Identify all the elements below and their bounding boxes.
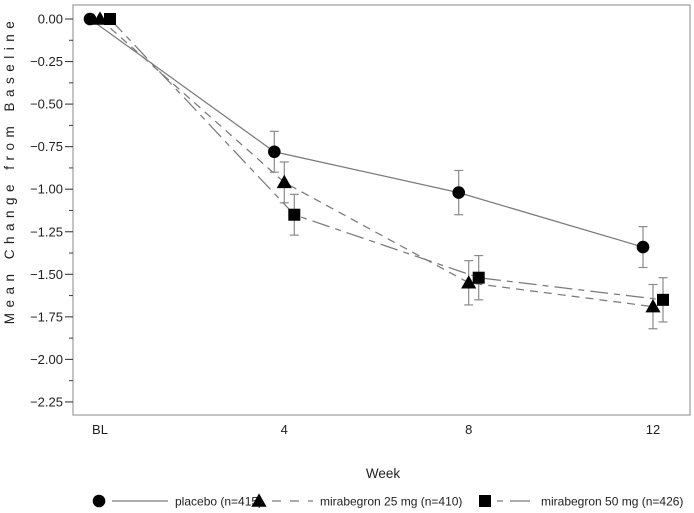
legend-label: placebo (n=415) [175,495,262,509]
y-tick-label: −1.50 [30,267,63,282]
circle-marker-point-2 [452,186,466,199]
legend-item-square: mirabegron 50 mg (n=426) [497,495,683,509]
y-tick-label: −1.00 [30,182,63,197]
x-tick-label: 4 [281,422,288,437]
triangle-marker-point-1 [276,174,292,189]
square-marker-point-2 [472,271,485,284]
square-marker-point-1 [288,208,301,221]
y-tick-label: 0.00 [38,12,63,27]
y-tick-label: −0.75 [30,139,63,154]
series-line-circle [89,18,644,248]
y-tick-label: −2.00 [30,352,63,367]
triangle-marker-point-0 [92,11,108,25]
triangle-marker-point-2 [461,275,477,289]
legend-label: mirabegron 50 mg (n=426) [541,495,683,509]
legend-item-triangle: mirabegron 25 mg (n=410) [272,495,462,509]
series-line-triangle [99,18,654,308]
x-axis-title: Week [366,466,401,481]
circle-marker-legend [92,494,106,508]
circle-marker-point-1 [268,145,281,159]
plot-frame [72,4,691,416]
y-tick-label: −0.25 [30,54,63,69]
x-tick-label: BL [92,422,108,437]
x-tick-label: 8 [465,422,472,437]
y-tick-label: −1.25 [30,224,63,239]
square-marker-legend [479,495,491,507]
legend-label: mirabegron 25 mg (n=410) [320,495,462,509]
series-line-square [109,18,664,301]
y-tick-label: −2.25 [30,394,63,409]
square-marker-point-3 [657,293,669,306]
y-tick-label: −1.75 [30,309,63,324]
circle-marker-point-3 [636,240,650,254]
triangle-marker-point-3 [645,299,661,313]
x-tick-label: 12 [646,422,660,437]
y-axis-title: Mean Change from Baseline [2,16,17,325]
circle-marker-point-0 [83,12,97,26]
legend-item-circle: placebo (n=415) [112,495,262,509]
triangle-marker-legend [251,493,267,507]
y-tick-label: −0.50 [30,97,63,112]
square-marker-point-0 [104,13,116,25]
